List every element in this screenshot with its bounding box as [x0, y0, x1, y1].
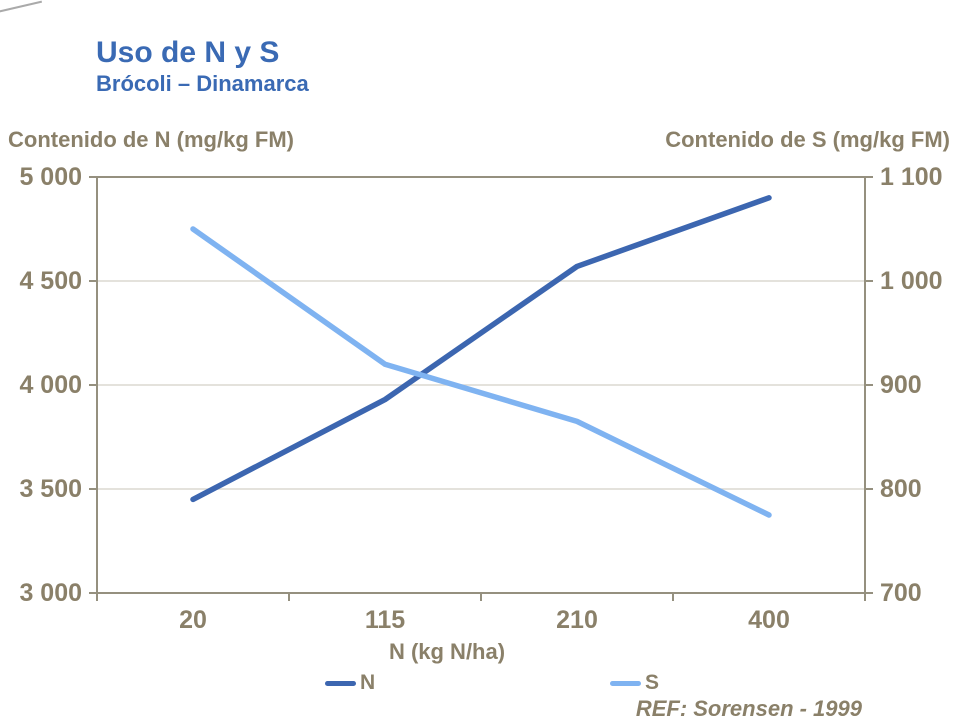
x-axis-tick-label: 400 [748, 606, 790, 634]
right-axis-tick-label: 800 [880, 475, 922, 503]
legend-item-s: S [610, 670, 659, 696]
x-axis-tick-label: 20 [179, 606, 207, 634]
right-axis-tick-label: 1 100 [880, 163, 943, 191]
right-axis-title: Contenido de S (mg/kg FM) [665, 127, 950, 152]
left-axis-title: Contenido de N (mg/kg FM) [8, 127, 294, 152]
legend-item-n: N [325, 670, 375, 696]
left-axis-tick-label: 3 000 [19, 579, 82, 607]
page-title: Uso de N y S [96, 36, 280, 69]
x-axis-tick-label: 210 [556, 606, 598, 634]
reference-text: REF: Sorensen - 1999 [635, 696, 862, 720]
legend-label-s: S [645, 671, 660, 694]
legend-label-n: N [360, 671, 376, 694]
left-axis-tick-label: 3 500 [19, 475, 82, 503]
s-series-line [190, 226, 772, 518]
right-axis-tick-label: 1 000 [880, 267, 943, 295]
x-axis-title: N (kg N/ha) [388, 639, 506, 664]
left-axis-tick-label: 5 000 [19, 163, 82, 191]
corner-mark [0, 0, 43, 13]
left-axis-tick-label: 4 000 [19, 371, 82, 399]
n-series-marker [325, 680, 356, 686]
s-series-marker [610, 680, 641, 686]
n-series-line [190, 195, 772, 503]
left-axis-tick-label: 4 500 [19, 267, 82, 295]
right-axis-tick-label: 700 [880, 579, 922, 607]
x-axis-tick-label: 115 [364, 606, 406, 634]
right-axis-tick-label: 900 [880, 371, 922, 399]
page-subtitle: Brócoli – Dinamarca [96, 71, 309, 96]
